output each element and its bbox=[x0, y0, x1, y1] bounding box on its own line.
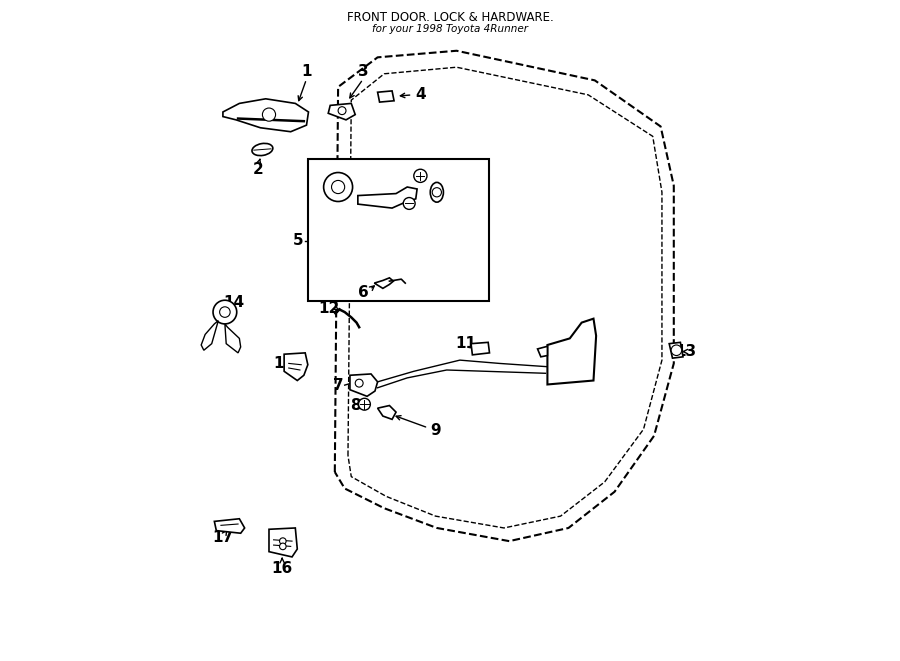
Text: for your 1998 Toyota 4Runner: for your 1998 Toyota 4Runner bbox=[372, 24, 528, 34]
Circle shape bbox=[213, 300, 237, 324]
Text: 15: 15 bbox=[274, 356, 294, 371]
Polygon shape bbox=[350, 374, 378, 397]
Circle shape bbox=[403, 198, 415, 210]
Polygon shape bbox=[670, 342, 683, 358]
Polygon shape bbox=[537, 346, 547, 357]
Text: 1: 1 bbox=[302, 64, 311, 79]
Text: 9: 9 bbox=[430, 423, 441, 438]
Text: 4: 4 bbox=[415, 87, 426, 102]
Ellipse shape bbox=[430, 182, 444, 202]
Circle shape bbox=[331, 180, 345, 194]
Circle shape bbox=[338, 106, 346, 114]
Circle shape bbox=[414, 169, 427, 182]
Text: 17: 17 bbox=[212, 530, 233, 545]
Text: 7: 7 bbox=[333, 377, 344, 393]
Polygon shape bbox=[358, 187, 417, 208]
Circle shape bbox=[356, 379, 363, 387]
Polygon shape bbox=[269, 528, 297, 557]
Polygon shape bbox=[284, 353, 308, 381]
Circle shape bbox=[220, 307, 230, 317]
Text: 5: 5 bbox=[293, 233, 304, 249]
Polygon shape bbox=[378, 406, 396, 419]
Ellipse shape bbox=[252, 143, 273, 155]
Text: FRONT DOOR. LOCK & HARDWARE.: FRONT DOOR. LOCK & HARDWARE. bbox=[346, 11, 554, 24]
Text: 6: 6 bbox=[357, 285, 368, 300]
Circle shape bbox=[432, 188, 441, 197]
Text: 11: 11 bbox=[455, 336, 476, 351]
Text: 14: 14 bbox=[223, 295, 245, 311]
Text: 8: 8 bbox=[350, 398, 361, 413]
Bar bbox=[309, 159, 490, 301]
Circle shape bbox=[324, 173, 353, 202]
Text: 10: 10 bbox=[552, 344, 572, 359]
Polygon shape bbox=[225, 324, 240, 353]
Text: 12: 12 bbox=[319, 301, 339, 315]
Polygon shape bbox=[547, 319, 596, 385]
Circle shape bbox=[358, 399, 371, 410]
Text: 2: 2 bbox=[252, 162, 263, 176]
Polygon shape bbox=[378, 91, 394, 102]
Circle shape bbox=[263, 108, 275, 121]
Polygon shape bbox=[471, 342, 490, 355]
Circle shape bbox=[280, 543, 286, 550]
Polygon shape bbox=[223, 98, 309, 132]
Polygon shape bbox=[328, 103, 356, 120]
Text: 16: 16 bbox=[272, 561, 292, 576]
Polygon shape bbox=[374, 278, 393, 288]
Circle shape bbox=[671, 345, 681, 356]
Polygon shape bbox=[202, 321, 219, 350]
Polygon shape bbox=[214, 519, 245, 533]
Text: 3: 3 bbox=[358, 64, 368, 79]
Text: 13: 13 bbox=[675, 344, 697, 359]
Circle shape bbox=[280, 538, 286, 545]
